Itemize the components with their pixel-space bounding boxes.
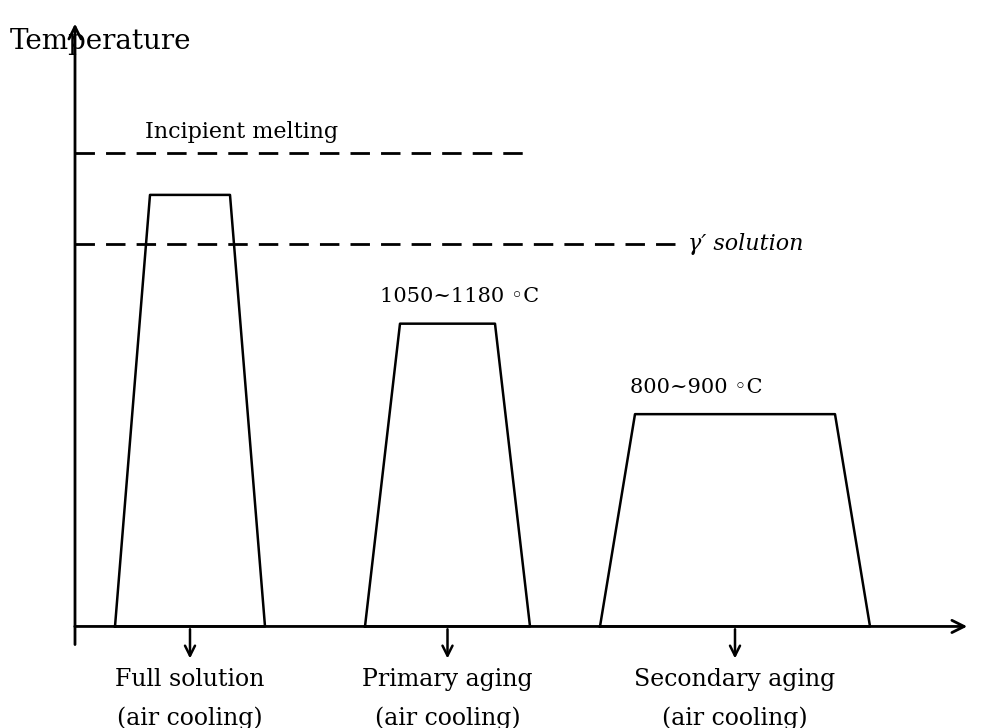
Text: (air cooling): (air cooling) bbox=[662, 706, 808, 728]
Text: 800~900 ◦C: 800~900 ◦C bbox=[630, 378, 763, 397]
Text: (air cooling): (air cooling) bbox=[375, 706, 520, 728]
Text: γ′ solution: γ′ solution bbox=[688, 233, 804, 255]
Text: Secondary aging: Secondary aging bbox=[634, 668, 836, 691]
Text: Primary aging: Primary aging bbox=[362, 668, 533, 691]
Text: Full solution: Full solution bbox=[115, 668, 265, 691]
Text: Incipient melting: Incipient melting bbox=[145, 121, 338, 143]
Text: Temperature: Temperature bbox=[10, 28, 192, 55]
Text: 1050~1180 ◦C: 1050~1180 ◦C bbox=[380, 288, 539, 306]
Text: (air cooling): (air cooling) bbox=[117, 706, 263, 728]
